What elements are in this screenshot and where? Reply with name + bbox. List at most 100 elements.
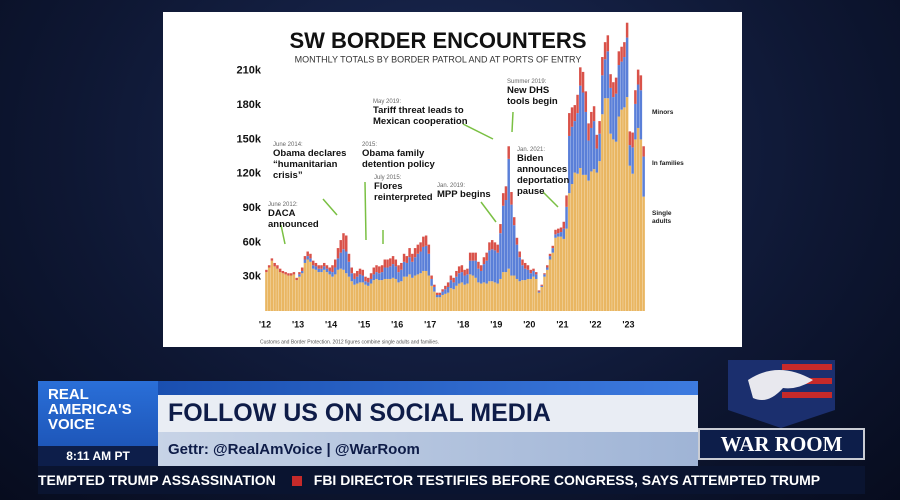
bar-segment xyxy=(342,249,345,270)
bar-segment xyxy=(474,252,477,261)
bar-segment xyxy=(581,92,585,175)
bar-segment xyxy=(634,103,637,140)
bar-segment xyxy=(540,284,543,286)
bar-segment xyxy=(570,107,574,127)
bar-segment xyxy=(298,276,301,311)
bar-segment xyxy=(579,168,582,311)
bar-segment xyxy=(358,274,362,283)
bar-segment xyxy=(424,235,428,246)
bar-segment xyxy=(389,266,392,279)
bar-segment xyxy=(623,107,626,311)
bar-segment xyxy=(496,244,499,253)
ticker-item: TEMPTED TRUMP ASSASSINATION xyxy=(38,472,276,488)
bar-segment xyxy=(303,256,307,260)
bar-segment xyxy=(367,285,370,311)
bar-segment xyxy=(614,77,618,94)
bar-segment xyxy=(628,131,632,146)
bar-segment xyxy=(562,221,566,229)
bar-segment xyxy=(477,261,480,269)
bar-segment xyxy=(336,269,340,311)
bar-segment xyxy=(490,240,494,250)
bar-segment xyxy=(416,244,420,254)
bar-segment xyxy=(449,280,453,289)
bar-segment xyxy=(427,275,431,311)
subline: Gettr: @RealAmVoice | @WarRoom xyxy=(168,441,420,458)
bar-segment xyxy=(438,294,442,298)
annotation-date: July 2015: xyxy=(374,175,402,181)
bar-segment xyxy=(587,140,590,181)
bar-segment xyxy=(328,274,331,311)
bar-segment xyxy=(587,123,590,141)
bar-segment xyxy=(546,267,549,270)
bar-segment xyxy=(581,71,585,93)
bar-segment xyxy=(320,272,323,311)
annotation-text: New DHS tools begin xyxy=(507,85,558,107)
bar-segment xyxy=(603,59,607,99)
bar-segment xyxy=(460,282,464,311)
chart: SW BORDER ENCOUNTERS MONTHLY TOTALS BY B… xyxy=(237,22,645,345)
bar-segment xyxy=(493,250,497,283)
legend-label: In families xyxy=(652,160,684,167)
bar-segment xyxy=(441,294,444,311)
bar-segment xyxy=(532,268,535,271)
bar-segment xyxy=(463,284,466,311)
bar-segment xyxy=(554,237,557,311)
bar-segment xyxy=(568,135,571,194)
bar-segment xyxy=(411,277,414,311)
bar-segment xyxy=(576,94,579,114)
bar-segment xyxy=(642,196,645,311)
bar-segment xyxy=(634,90,637,104)
bar-segment xyxy=(265,272,268,311)
bar-segment xyxy=(306,256,309,260)
bar-segment xyxy=(592,121,596,170)
bar-segment xyxy=(306,259,309,311)
bar-segment xyxy=(287,275,290,311)
bar-segment xyxy=(457,273,461,284)
bar-segment xyxy=(460,272,464,283)
bar-segment xyxy=(314,266,318,270)
bar-segment xyxy=(499,224,502,234)
bar-segment xyxy=(446,282,450,287)
bar-segment xyxy=(350,267,353,274)
bar-segment xyxy=(488,281,491,311)
bar-segment xyxy=(331,265,334,273)
bar-segment xyxy=(314,269,318,311)
bar-segment xyxy=(642,156,645,197)
bar-segment xyxy=(441,289,444,292)
bar-segment xyxy=(378,273,381,281)
bar-segment xyxy=(435,297,439,311)
bar-segment xyxy=(590,111,593,128)
bar-segment xyxy=(598,133,601,162)
bar-segment xyxy=(631,173,634,311)
x-tick-label: '14 xyxy=(325,319,337,329)
bar-segment xyxy=(372,267,376,275)
bar-segment xyxy=(422,236,425,247)
bar-segment xyxy=(394,266,398,279)
bar-segment xyxy=(496,283,499,311)
bar-segment xyxy=(477,282,480,311)
bar-segment xyxy=(284,272,287,275)
bar-segment xyxy=(369,278,373,284)
bar-segment xyxy=(411,253,414,262)
bar-segment xyxy=(328,270,331,275)
bar-segment xyxy=(287,273,290,276)
bar-segment xyxy=(416,274,420,311)
bar-segment xyxy=(300,270,304,274)
annotation-text: Flores reinterpreted xyxy=(374,181,433,203)
bar-segment xyxy=(479,270,483,284)
bar-segment xyxy=(595,172,599,311)
bar-segment xyxy=(617,65,621,117)
bar-segment xyxy=(311,268,315,311)
bar-segment xyxy=(375,272,378,279)
bar-segment xyxy=(501,193,505,206)
bar-segment xyxy=(612,82,615,98)
network-logo: REAL AMERICA'S VOICE 8:11 AM PT xyxy=(38,381,158,466)
bar-segment xyxy=(413,257,417,276)
bar-segment xyxy=(405,256,409,263)
bar-segment xyxy=(411,261,414,278)
bar-segment xyxy=(490,281,494,311)
bar-segment xyxy=(499,278,502,311)
bar-segment xyxy=(639,75,643,91)
bar-segment xyxy=(523,268,527,281)
